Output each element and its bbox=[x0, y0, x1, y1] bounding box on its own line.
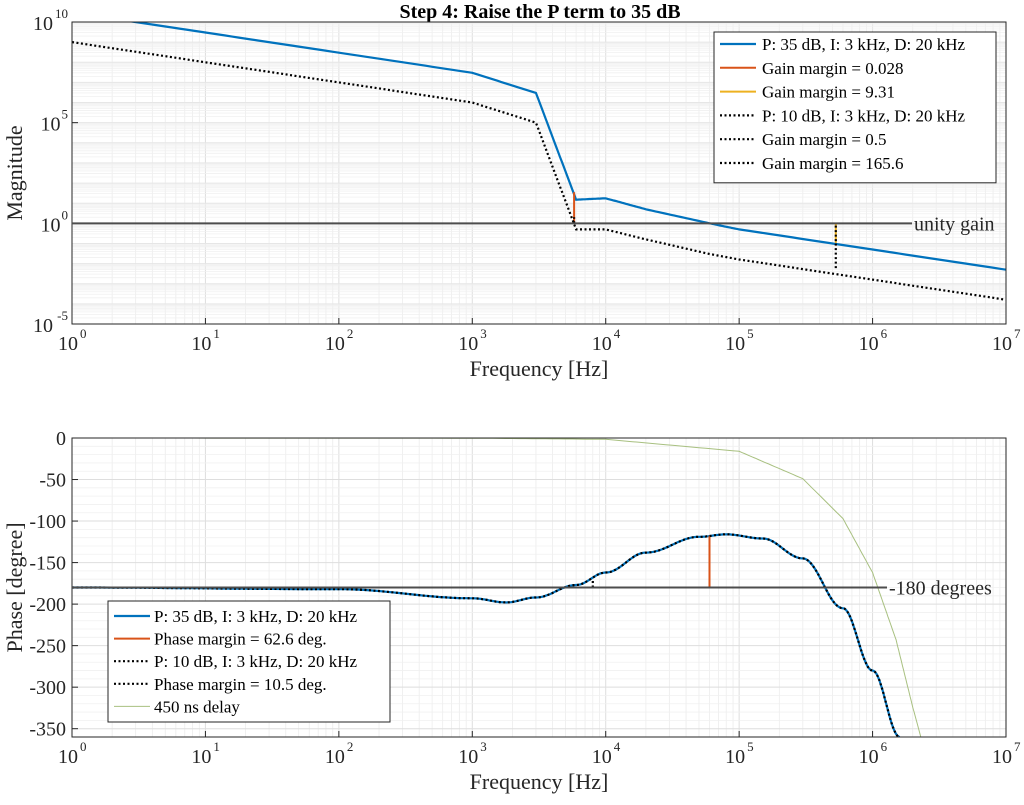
y-tick-label: -250 bbox=[29, 636, 66, 658]
y-tick-label: 10 bbox=[41, 214, 61, 236]
legend-label: Gain margin = 0.028 bbox=[762, 59, 903, 78]
x-tick-exponent: 7 bbox=[1014, 326, 1021, 341]
y-axis-label: Magnitude bbox=[2, 125, 27, 220]
series-line-2 bbox=[72, 533, 901, 737]
x-tick-label: 10 bbox=[325, 333, 345, 355]
x-tick-label: 10 bbox=[58, 333, 78, 355]
y-tick-label: 0 bbox=[56, 428, 66, 450]
x-tick-label: 10 bbox=[58, 746, 78, 768]
x-axis-label: Frequency [Hz] bbox=[470, 356, 609, 381]
x-tick-exponent: 2 bbox=[347, 326, 354, 341]
x-tick-label: 10 bbox=[725, 333, 745, 355]
y-tick-label: -100 bbox=[29, 511, 66, 533]
legend-label: 450 ns delay bbox=[154, 697, 240, 716]
unity-gain-annotation: unity gain bbox=[914, 213, 995, 235]
x-tick-exponent: 2 bbox=[347, 739, 354, 754]
x-tick-label: 10 bbox=[592, 746, 612, 768]
x-tick-label: 10 bbox=[859, 746, 879, 768]
y-tick-label: -300 bbox=[29, 677, 66, 699]
legend-label: P: 10 dB, I: 3 kHz, D: 20 kHz bbox=[762, 106, 966, 125]
legend-label: Phase margin = 10.5 deg. bbox=[154, 675, 327, 694]
x-tick-exponent: 5 bbox=[747, 326, 754, 341]
legend-label: P: 10 dB, I: 3 kHz, D: 20 kHz bbox=[154, 652, 358, 671]
legend-label: Gain margin = 9.31 bbox=[762, 83, 895, 102]
phase-axes: 10 0 10 1 10 2 10 3 10 4 10 5 10 6 10 70-50-100-150-200… bbox=[2, 428, 1021, 794]
x-tick-exponent: 7 bbox=[1014, 739, 1021, 754]
axes-frame bbox=[71, 21, 1007, 325]
y-tick-label: -150 bbox=[29, 553, 66, 575]
legend-box bbox=[713, 31, 997, 184]
y-tick-exponent: 5 bbox=[62, 107, 69, 122]
x-axis-label: Frequency [Hz] bbox=[470, 769, 609, 794]
x-tick-label: 10 bbox=[458, 333, 478, 355]
x-tick-label: 10 bbox=[458, 746, 478, 768]
x-tick-label: 10 bbox=[992, 333, 1012, 355]
y-axis-label: Phase [degree] bbox=[2, 522, 27, 652]
x-tick-exponent: 0 bbox=[80, 326, 87, 341]
x-tick-exponent: 1 bbox=[213, 326, 220, 341]
legend-label: Phase margin = 62.6 deg. bbox=[154, 630, 327, 649]
y-tick-exponent: 0 bbox=[62, 207, 69, 222]
series-line-3 bbox=[72, 41, 1006, 301]
x-tick-label: 10 bbox=[191, 746, 211, 768]
phase-legend: P: 35 dB, I: 3 kHz, D: 20 kHz Phase margi… bbox=[107, 600, 391, 723]
legend-box bbox=[107, 600, 391, 723]
y-tick-label: -350 bbox=[29, 719, 66, 741]
x-tick-exponent: 0 bbox=[80, 739, 87, 754]
y-tick-label: -200 bbox=[29, 594, 66, 616]
figure-title: Step 4: Raise the P term to 35 dB bbox=[399, 1, 680, 23]
y-tick-label: 10 bbox=[33, 315, 53, 337]
x-tick-label: 10 bbox=[992, 746, 1012, 768]
magnitude-axes: 10 0 10 1 10 2 10 3 10 4 10 5 10 6 10 7-5100105101010Fr… bbox=[2, 6, 1021, 381]
series-layer bbox=[72, 438, 922, 737]
x-tick-exponent: 1 bbox=[213, 739, 220, 754]
x-tick-exponent: 6 bbox=[881, 326, 888, 341]
series-layer bbox=[72, 22, 1006, 301]
y-tick-label: -50 bbox=[39, 470, 66, 492]
x-tick-exponent: 5 bbox=[747, 739, 754, 754]
legend-label: Gain margin = 0.5 bbox=[762, 130, 886, 149]
x-tick-label: 10 bbox=[325, 746, 345, 768]
y-tick-label: 10 bbox=[33, 13, 53, 35]
magnitude-legend: P: 35 dB, I: 3 kHz, D: 20 kHz Gain margin… bbox=[713, 31, 997, 184]
legend-label: Gain margin = 165.6 bbox=[762, 154, 903, 173]
x-tick-label: 10 bbox=[725, 746, 745, 768]
series-line-4 bbox=[72, 438, 922, 737]
x-tick-exponent: 3 bbox=[480, 326, 487, 341]
x-tick-label: 10 bbox=[191, 333, 211, 355]
x-tick-label: 10 bbox=[859, 333, 879, 355]
legend-label: P: 35 dB, I: 3 kHz, D: 20 kHz bbox=[154, 607, 358, 626]
x-tick-exponent: 4 bbox=[614, 326, 621, 341]
x-tick-exponent: 3 bbox=[480, 739, 487, 754]
x-tick-exponent: 4 bbox=[614, 739, 621, 754]
y-tick-label: 10 bbox=[41, 114, 61, 136]
y-tick-exponent: -5 bbox=[57, 308, 68, 323]
x-tick-exponent: 6 bbox=[881, 739, 888, 754]
y-tick-exponent: 10 bbox=[55, 6, 68, 21]
series-line-0 bbox=[128, 22, 1006, 271]
minus-180-annotation: -180 degrees bbox=[889, 578, 992, 600]
legend-label: P: 35 dB, I: 3 kHz, D: 20 kHz bbox=[762, 35, 966, 54]
x-tick-label: 10 bbox=[592, 333, 612, 355]
